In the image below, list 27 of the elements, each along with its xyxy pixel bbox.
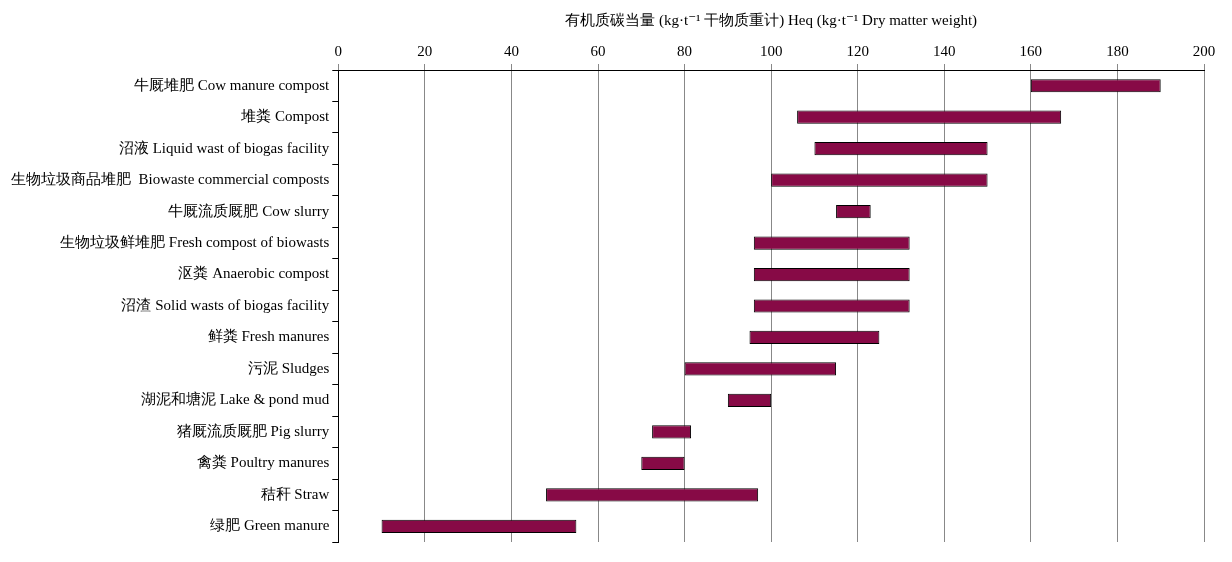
y-tick-label: 堆粪 Compost — [240, 108, 331, 125]
x-tick-label: 80 — [677, 42, 693, 59]
y-tick-label: 猪厩流质厩肥 Pig slurry — [176, 422, 330, 439]
y-tick-label: 生物垃圾商品堆肥 Biowaste commercial composts — [10, 171, 330, 188]
x-tick-label: 40 — [503, 42, 519, 59]
y-tick-label: 秸秆 Straw — [260, 485, 330, 502]
y-tick-label: 牛厩流质厩肥 Cow slurry — [168, 202, 330, 219]
x-tick-label: 100 — [759, 42, 783, 59]
x-tick-label: 0 — [334, 42, 343, 59]
y-tick-label: 绿肥 Green manure — [210, 517, 330, 534]
y-tick-label: 禽粪 Poultry manures — [196, 454, 330, 471]
x-tick-label: 120 — [846, 42, 869, 59]
y-tick-label: 污泥 Sludges — [248, 359, 330, 376]
x-tick-label: 140 — [933, 42, 956, 59]
x-axis-title: 有机质碳当量 (kg·t⁻¹ 干物质重计) Heq (kg·t⁻¹ Dry matter weight) — [565, 11, 978, 29]
x-tick-label: 60 — [590, 42, 606, 59]
y-tick-label: 沼渣 Solid wasts of biogas facility — [121, 296, 330, 313]
y-tick-label: 生物垃圾鲜堆肥 Fresh compost of biowasts — [60, 234, 330, 250]
x-tick-label: 180 — [1106, 42, 1129, 59]
y-tick-label: 沼液 Liquid wast of biogas facility — [118, 139, 330, 156]
y-tick-label: 湖泥和塘泥 Lake & pond mud — [140, 391, 330, 408]
y-tick-label: 鲜粪 Fresh manures — [207, 328, 330, 345]
x-tick-label: 160 — [1019, 42, 1043, 59]
y-tick-label: 牛厩堆肥 Cow manure compost — [133, 76, 331, 93]
y-tick-label: 沤粪 Anaerobic compost — [178, 265, 331, 282]
x-tick-label: 200 — [1192, 42, 1216, 59]
x-tick-label: 20 — [417, 42, 433, 59]
